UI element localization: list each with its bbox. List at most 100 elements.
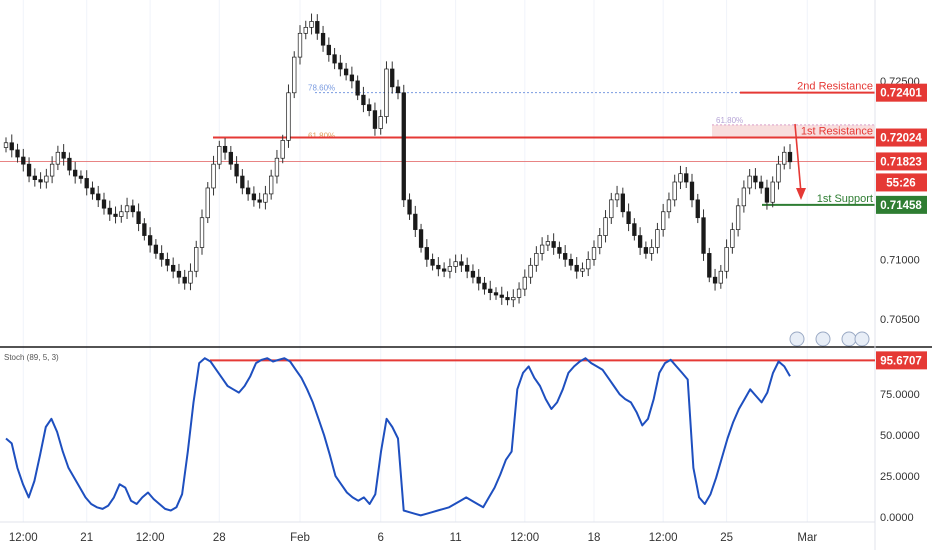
candle-body <box>614 193 620 201</box>
candle-body <box>390 68 395 88</box>
candle-body <box>44 175 49 183</box>
candle-body <box>355 80 360 96</box>
stoch-level-badge: 95.6707 <box>880 355 922 367</box>
projection-arrow <box>794 123 806 200</box>
level-value-badge: 0.71458 <box>880 200 922 212</box>
candle-body <box>551 241 556 248</box>
time-tick-label: 25 <box>720 532 733 544</box>
candle-body <box>199 217 205 248</box>
candle-body <box>165 258 170 266</box>
candle-body <box>782 151 787 165</box>
candle-body <box>142 223 147 236</box>
candle-body <box>153 244 159 254</box>
candle-body <box>609 199 614 219</box>
candle-body <box>678 173 683 183</box>
level-label: 1st Resistance <box>801 126 873 138</box>
candle-body <box>234 163 239 177</box>
candle-body <box>395 86 401 94</box>
countdown-badge: 55:26 <box>886 177 915 189</box>
candle-body <box>730 229 735 248</box>
candle-body <box>430 258 435 266</box>
candle-body <box>516 288 522 298</box>
candle-body <box>724 247 729 272</box>
candle-body <box>620 193 625 213</box>
event-flag-icon <box>854 331 870 347</box>
candle-body <box>280 140 285 159</box>
candle-body <box>320 32 326 46</box>
candle-body <box>217 145 222 165</box>
candle-body <box>747 175 752 189</box>
candle-body <box>338 62 343 70</box>
event-flag-icon <box>815 331 831 347</box>
candle-body <box>712 276 718 284</box>
stoch-level-badge-bg <box>876 351 927 370</box>
candle-body <box>418 229 424 248</box>
candle-body <box>511 297 516 301</box>
candle-body <box>649 247 654 254</box>
candle-body <box>741 187 747 207</box>
candle-body <box>349 74 355 82</box>
time-tick-label: 12:00 <box>649 532 678 544</box>
candle-body <box>286 92 291 141</box>
candle-body <box>787 151 793 163</box>
time-tick-label: 12:00 <box>136 532 165 544</box>
candle-body <box>113 213 118 217</box>
time-tick-label: 28 <box>213 532 226 544</box>
candle-body <box>591 247 597 260</box>
level-value-badge-bg <box>876 128 927 147</box>
candle-body <box>147 235 153 246</box>
candle-body <box>107 207 112 215</box>
candle-body <box>49 163 55 177</box>
candle-body <box>441 268 447 272</box>
candles <box>3 13 793 308</box>
candle-body <box>482 282 487 290</box>
candle-body <box>563 253 568 260</box>
candle-body <box>597 235 602 248</box>
candle-body <box>38 179 43 183</box>
candle-body <box>718 270 723 284</box>
candle-body <box>9 142 14 151</box>
arrow-shaft <box>794 123 802 194</box>
level-value-badge: 0.72401 <box>880 88 922 100</box>
candle-body <box>101 199 107 209</box>
candle-body <box>367 104 372 111</box>
level-value-badge-bg <box>876 195 927 214</box>
candle-body <box>695 199 700 219</box>
candle-body <box>666 199 672 213</box>
candle-body <box>568 258 574 266</box>
candle-body <box>632 223 637 236</box>
candle-body <box>84 178 89 189</box>
stoch-line <box>5 357 791 517</box>
candle-body <box>303 27 308 34</box>
candle-body <box>124 205 130 213</box>
candle-body <box>55 151 61 165</box>
candle-body <box>378 116 383 129</box>
candle-body <box>661 211 666 230</box>
candle-body <box>343 68 349 76</box>
candle-body <box>205 187 210 219</box>
time-tick-label: 12:00 <box>510 532 539 544</box>
candle-body <box>401 92 406 201</box>
current-price-badge: 0.71823 <box>880 156 922 168</box>
candle-body <box>776 163 781 183</box>
candle-body <box>424 247 429 260</box>
candle-body <box>222 145 228 153</box>
candle-body <box>274 157 280 177</box>
candle-body <box>534 253 539 266</box>
countdown-badge-bg <box>876 173 927 192</box>
level-value-badge-bg <box>876 83 927 102</box>
candle-body <box>245 187 251 195</box>
candle-body <box>539 244 545 254</box>
candle-body <box>574 264 579 272</box>
candle-body <box>159 253 164 260</box>
candle-body <box>557 247 562 254</box>
candle-body <box>257 199 262 203</box>
candle-body <box>136 211 141 225</box>
candle-body <box>545 241 551 246</box>
candle-body <box>78 175 84 179</box>
candle-body <box>251 193 257 201</box>
candle-body <box>470 270 476 278</box>
candle-body <box>505 297 510 301</box>
